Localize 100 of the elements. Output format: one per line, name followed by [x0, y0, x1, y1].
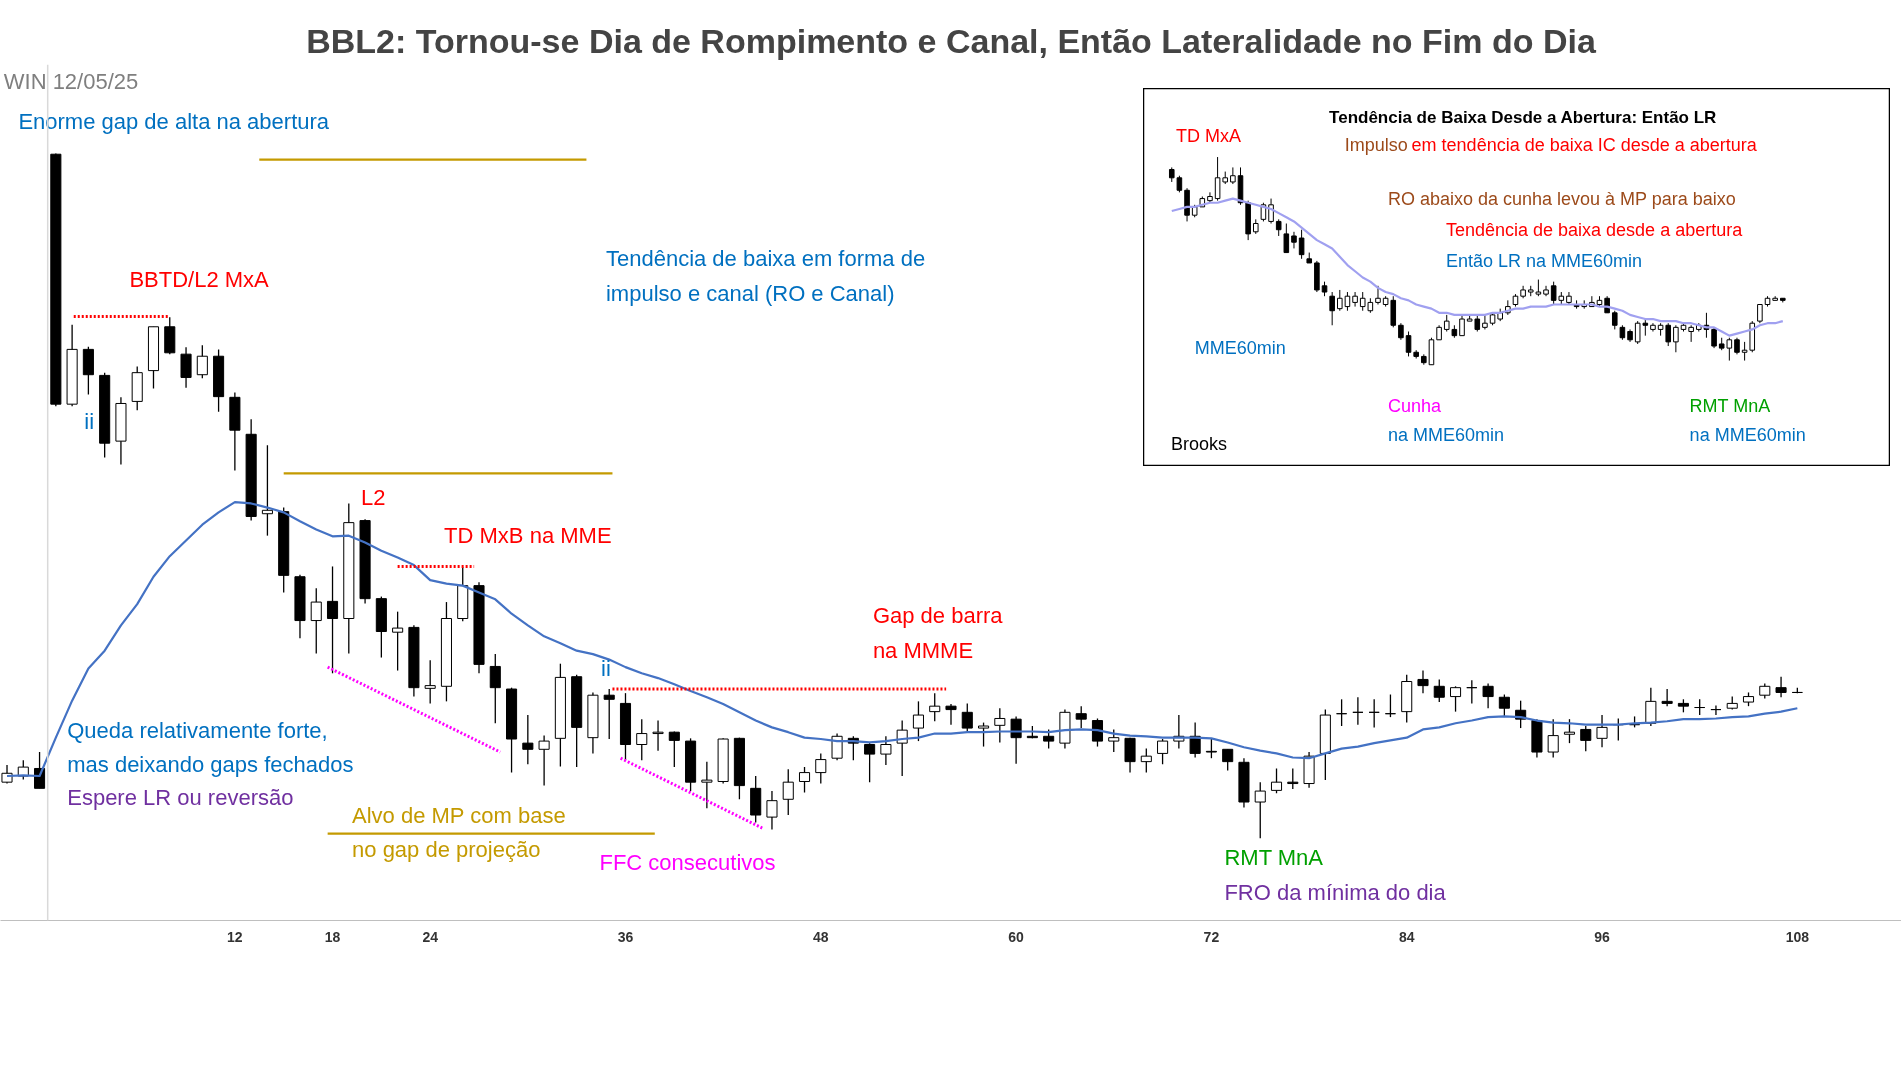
candlestick: [636, 718, 648, 761]
candlestick: [1254, 781, 1266, 839]
candlestick: [652, 719, 664, 752]
candlestick: [1352, 291, 1358, 308]
candlestick: [1482, 314, 1488, 330]
annotation: Alvo de MP com base: [352, 802, 566, 828]
candlestick: [1710, 704, 1722, 716]
candlestick: [1650, 322, 1656, 332]
x-tick-label: 72: [1203, 928, 1220, 945]
x-tick-label: 24: [422, 928, 439, 945]
candlestick: [392, 611, 404, 672]
candlestick: [1291, 231, 1297, 249]
candlestick: [782, 768, 794, 816]
annotation: TD MxB na MME: [444, 523, 612, 549]
candlestick: [701, 760, 713, 809]
annotation: Então LR na MME60min: [1445, 250, 1643, 271]
annotation: L2: [360, 484, 386, 510]
annotation: ii: [84, 408, 95, 434]
candlestick: [912, 700, 924, 742]
candlestick: [1384, 693, 1396, 718]
candlestick: [1205, 738, 1217, 759]
candlestick: [1124, 737, 1136, 774]
annotation: impulso e canal (RO e Canal): [605, 280, 895, 306]
chart-title: BBL2: Tornou-se Dia de Rompimento e Canal, Então Lateralidade no Fim do Dia: [306, 21, 1597, 60]
candlestick: [929, 692, 941, 722]
candlestick: [1661, 688, 1673, 707]
candlestick: [1547, 718, 1559, 759]
candlestick: [945, 703, 957, 726]
candlestick: [1563, 718, 1576, 744]
annotation: Cunha: [1387, 396, 1442, 417]
annotation: mas deixando gaps fechados: [67, 751, 354, 777]
x-tick-label: 12: [227, 928, 243, 945]
annotation: MME60min: [1194, 338, 1286, 359]
candlestick: [1140, 747, 1152, 774]
candlestick: [1711, 326, 1717, 349]
candlestick: [538, 734, 550, 787]
annotation: BBTD/L2 MxA: [129, 267, 270, 293]
candlestick: [1580, 725, 1592, 752]
candlestick: [1775, 676, 1787, 698]
candlestick: [1466, 679, 1478, 705]
candlestick: [1336, 698, 1348, 727]
text: FFC consecutivos: [599, 849, 776, 875]
annotation: Brooks: [1171, 433, 1228, 454]
candlestick: [1596, 714, 1608, 748]
annotation: Tendência de baixa em forma de: [605, 245, 926, 271]
candlestick: [1375, 285, 1381, 305]
candlestick: [196, 344, 208, 379]
candlestick: [1283, 223, 1290, 254]
text: TD MxA: [1175, 126, 1241, 147]
annotation: Impulso: [1344, 134, 1408, 155]
annotation: Espere LR ou reversão: [67, 784, 294, 810]
candlestick: [1645, 687, 1657, 727]
candlestick: [424, 659, 436, 705]
candlestick: [1459, 314, 1465, 337]
candlestick: [1433, 678, 1445, 703]
candlestick: [1189, 721, 1201, 759]
candlestick: [1688, 324, 1694, 343]
candlestick: [1673, 324, 1679, 353]
x-tick-label: 36: [617, 928, 634, 945]
candlestick: [489, 653, 501, 724]
x-tick-label: 18: [324, 928, 341, 945]
candlestick: [766, 790, 778, 831]
candlestick: [1207, 191, 1213, 204]
annotation: na MMME: [872, 638, 974, 664]
candlestick: [994, 707, 1006, 744]
candlestick: [1230, 166, 1236, 185]
candlestick: [798, 766, 811, 794]
chart-subtitle: WIN 12/05/25: [3, 69, 139, 95]
candlestick: [864, 742, 876, 783]
candlestick: [1352, 696, 1364, 726]
candlestick: [1108, 728, 1120, 753]
candlestick: [880, 735, 892, 766]
candlestick: [978, 721, 990, 748]
candlestick: [261, 444, 273, 537]
text: Enorme gap de alta na abertura: [18, 108, 330, 134]
candlestick: [1405, 331, 1412, 357]
annotation: no gap de projeção: [352, 836, 541, 862]
candlestick: [1482, 682, 1494, 709]
candlestick: [1157, 738, 1169, 766]
candlestick: [1222, 748, 1234, 772]
x-tick-label: 48: [813, 928, 829, 945]
candlestick: [1611, 310, 1618, 330]
candlestick: [668, 730, 680, 768]
candlestick: [1043, 728, 1055, 750]
text: FRO da mínima do dia: [1224, 879, 1447, 905]
candlestick: [1368, 698, 1380, 729]
annotation: na MME60min: [1387, 425, 1504, 446]
annotation: Tendência de baixa desde a abertura: [1445, 219, 1744, 240]
annotation: Gap de barra: [872, 602, 1004, 628]
candlestick: [1091, 717, 1104, 748]
annotation: RMT MnA: [1689, 396, 1771, 417]
annotation: na MME60min: [1689, 425, 1806, 446]
text: RMT MnA: [1224, 845, 1324, 870]
candlestick: [1270, 767, 1283, 794]
x-tick-label: 84: [1398, 928, 1415, 945]
annotation: em tendência de baixa IC desde a abertura: [1411, 134, 1758, 155]
candlestick: [180, 346, 192, 389]
candlestick: [831, 732, 843, 761]
candlestick: [1075, 705, 1087, 729]
annotation: ii: [601, 655, 611, 681]
